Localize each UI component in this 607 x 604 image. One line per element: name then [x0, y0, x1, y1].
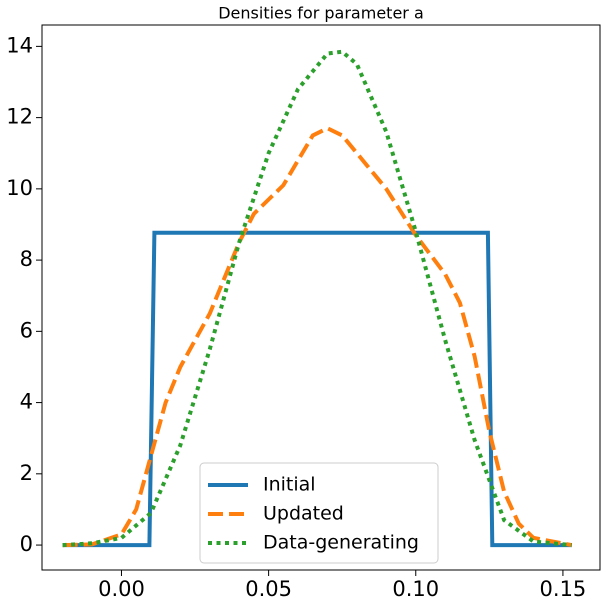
y-tick-label: 6 — [20, 318, 33, 342]
y-tick-label: 8 — [20, 247, 33, 271]
y-tick-label: 14 — [6, 33, 33, 57]
x-tick-label: 0.05 — [245, 577, 292, 601]
y-tick-label: 10 — [6, 176, 33, 200]
legend-label: Updated — [263, 503, 344, 525]
series-line — [62, 126, 573, 548]
y-tick-label: 12 — [6, 105, 33, 129]
x-tick-label: 0.15 — [540, 577, 587, 601]
legend-label: Data-generating — [263, 532, 419, 554]
y-tick-label: 4 — [20, 390, 33, 414]
x-tick-label: 0.10 — [392, 577, 439, 601]
series-line — [62, 230, 572, 548]
legend-box — [199, 462, 439, 564]
y-tick-label: 2 — [20, 461, 33, 485]
chart-title: Densities for parameter a — [218, 4, 424, 23]
legend-label: Initial — [263, 474, 316, 496]
y-tick-label: 0 — [20, 532, 33, 556]
plot-frame — [41, 24, 601, 571]
series-line — [62, 49, 572, 548]
x-tick-label: 0.00 — [98, 577, 145, 601]
